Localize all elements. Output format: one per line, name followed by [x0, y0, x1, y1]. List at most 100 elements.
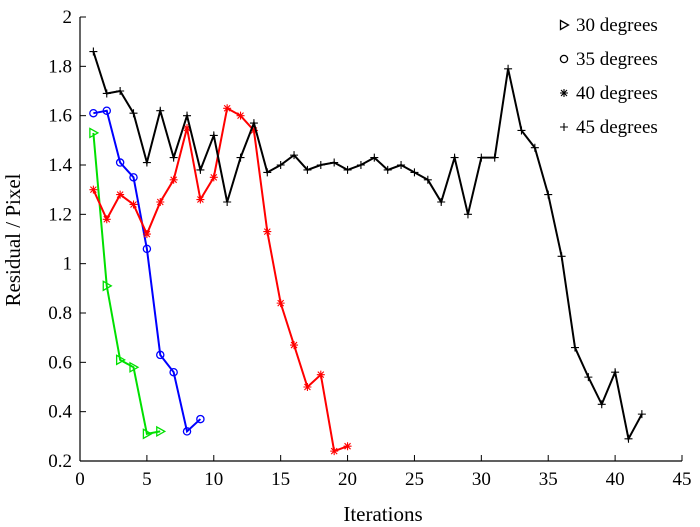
- data-point: [115, 158, 125, 167]
- data-point: [249, 126, 258, 135]
- data-point: [102, 215, 111, 224]
- data-point: [116, 87, 125, 95]
- x-tick-label: 35: [539, 469, 558, 490]
- data-point: [183, 111, 192, 120]
- data-point: [530, 143, 539, 152]
- legend-label: 30 degrees: [576, 15, 658, 36]
- data-point: [330, 447, 339, 456]
- legend-marker: [560, 89, 568, 97]
- y-tick-label: 1: [63, 254, 73, 275]
- data-point: [89, 47, 98, 56]
- series-2: [89, 104, 352, 456]
- legend: 30 degrees 35 degrees 40 degrees 45 degrees: [559, 15, 658, 138]
- data-point: [102, 89, 111, 98]
- data-point: [504, 64, 513, 73]
- data-point: [209, 173, 218, 182]
- data-point: [156, 106, 165, 115]
- data-point: [303, 165, 312, 174]
- y-tick-label: 2: [63, 7, 73, 28]
- data-point: [169, 175, 178, 184]
- x-axis-label: Iterations: [343, 502, 422, 526]
- data-point: [570, 343, 579, 352]
- data-point: [584, 373, 593, 382]
- y-tick-label: 0.4: [48, 402, 72, 423]
- data-point: [156, 425, 167, 438]
- data-point: [330, 158, 339, 167]
- data-point: [263, 227, 272, 236]
- data-point: [129, 200, 138, 209]
- y-axis-label: Residual / Pixel: [1, 173, 25, 306]
- data-point: [290, 151, 299, 160]
- legend-marker: [560, 123, 568, 131]
- x-ticks: 0 5 10 15 20 25 30 35 40 45: [75, 455, 692, 490]
- data-point: [316, 161, 325, 169]
- data-point: [343, 165, 352, 174]
- data-point: [183, 124, 192, 132]
- x-tick-label: 45: [673, 469, 692, 490]
- data-point: [477, 153, 486, 162]
- y-tick-label: 1.8: [48, 56, 72, 77]
- series-group: [89, 47, 646, 456]
- data-point: [557, 252, 566, 261]
- data-point: [383, 165, 392, 174]
- series-line: [92, 132, 161, 436]
- data-point: [169, 367, 178, 377]
- x-tick-label: 20: [338, 469, 357, 490]
- series-line: [93, 109, 202, 434]
- data-point: [316, 370, 325, 379]
- data-point: [450, 153, 459, 162]
- data-point: [129, 361, 140, 373]
- data-point: [102, 280, 113, 292]
- y-tick-label: 0.6: [48, 352, 72, 373]
- legend-label: 35 degrees: [576, 49, 658, 70]
- legend-marker: [559, 19, 570, 31]
- data-point: [142, 230, 151, 239]
- data-point: [637, 410, 646, 419]
- y-tick-label: 0.8: [48, 303, 72, 324]
- data-point: [142, 244, 152, 254]
- data-point: [249, 119, 258, 128]
- data-point: [544, 190, 553, 199]
- data-point: [116, 190, 125, 199]
- data-point: [142, 428, 153, 440]
- data-point: [156, 198, 165, 206]
- x-tick-label: 0: [75, 469, 85, 490]
- data-point: [263, 168, 272, 177]
- data-point: [169, 153, 178, 162]
- y-ticks: 0.2 0.4 0.6 0.8 1 1.2 1.4 1.6 1.8 2: [48, 7, 86, 472]
- data-point: [182, 427, 192, 436]
- data-point: [490, 153, 499, 162]
- data-point: [156, 350, 165, 360]
- data-point: [223, 104, 232, 113]
- legend-label: 45 degrees: [576, 117, 658, 138]
- x-tick-label: 15: [271, 469, 290, 490]
- data-point: [290, 341, 299, 350]
- data-point: [196, 165, 205, 174]
- legend-item: 45 degrees: [560, 117, 658, 138]
- data-point: [437, 198, 446, 206]
- data-point: [397, 161, 406, 169]
- series-0: [89, 127, 167, 440]
- data-point: [356, 161, 365, 169]
- x-tick-label: 10: [204, 469, 223, 490]
- data-point: [89, 108, 98, 118]
- x-tick-label: 5: [142, 469, 152, 490]
- data-point: [343, 442, 352, 451]
- legend-marker: [559, 54, 569, 64]
- data-point: [129, 173, 138, 182]
- data-point: [89, 127, 100, 139]
- data-point: [410, 168, 419, 177]
- series-line: [92, 106, 348, 453]
- data-point: [236, 153, 245, 162]
- data-point: [142, 158, 151, 167]
- x-tick-label: 25: [405, 469, 424, 490]
- data-point: [236, 111, 245, 120]
- series-3: [89, 47, 646, 443]
- data-point: [196, 195, 205, 204]
- y-tick-label: 1.6: [48, 106, 72, 127]
- data-point: [276, 161, 285, 169]
- legend-item: 40 degrees: [560, 83, 658, 104]
- data-point: [89, 185, 98, 194]
- legend-item: 30 degrees: [559, 15, 658, 36]
